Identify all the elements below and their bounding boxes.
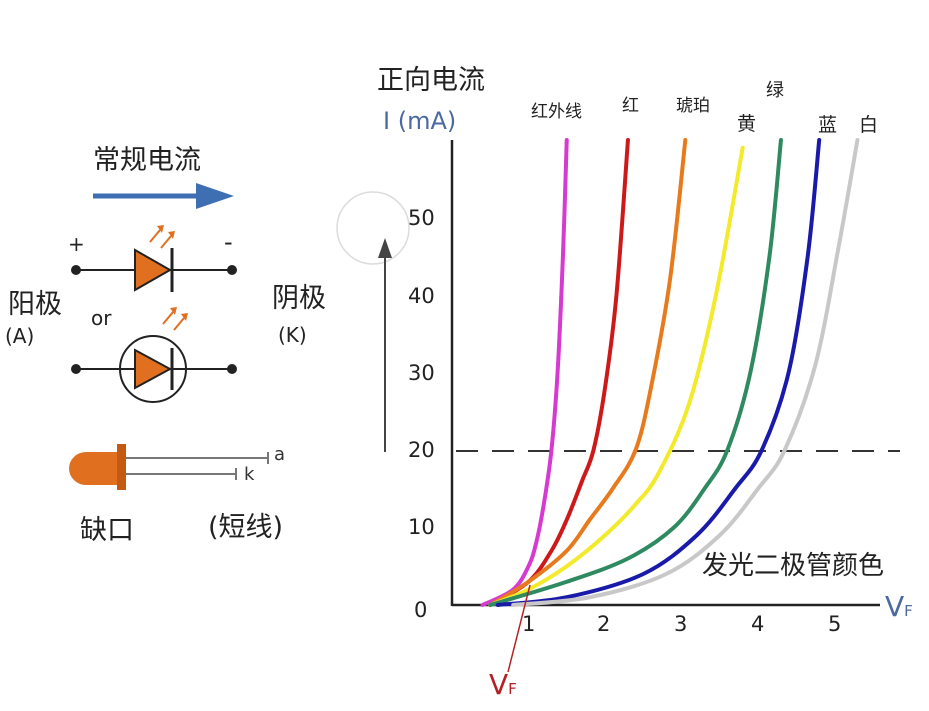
cathode-label: 阴极: [272, 283, 326, 314]
y-axis-unit: I (mA): [383, 107, 457, 135]
anode-label: 阳极: [8, 289, 62, 320]
y-tick-label: 20: [408, 438, 435, 462]
lead-a-label: a: [274, 444, 286, 465]
vf-label-sub: F: [508, 680, 517, 698]
series-label-amber: 琥珀: [676, 96, 710, 116]
series-label-green: 绿: [766, 80, 784, 101]
led-symbol-circled-icon: [71, 307, 237, 403]
vf-indicator-line: [507, 584, 531, 673]
notch-label: 缺口: [80, 515, 134, 546]
circle-decoration: [336, 191, 410, 265]
y-tick-label: 40: [408, 284, 435, 308]
plus-sign: +: [68, 232, 85, 256]
short-lead-label: (短线): [208, 512, 284, 543]
series-line-1: [488, 138, 630, 607]
series-line-2: [488, 138, 688, 607]
lead-k-label: k: [244, 464, 255, 485]
x-tick-label: 1: [522, 612, 536, 636]
series-label-infrared: 红外线: [531, 102, 582, 122]
y-tick-label: 50: [408, 206, 435, 230]
y-tick-label: 30: [408, 361, 435, 385]
series-label-blue: 蓝: [818, 114, 838, 136]
series-line-3: [488, 145, 745, 607]
x-axis-label-main: V: [885, 590, 905, 623]
minus-sign: -: [224, 228, 233, 256]
or-label: or: [91, 306, 112, 330]
y-direction-arrow-icon: [378, 238, 392, 452]
x-tick-label: 4: [751, 612, 765, 636]
x-tick-label: 2: [597, 612, 611, 636]
series-line-4: [488, 138, 783, 607]
anode-sub-label: (A): [5, 324, 35, 348]
series-label-red: 红: [622, 96, 639, 116]
series-line-6: [511, 138, 860, 607]
x-tick-label: 5: [828, 612, 842, 636]
current-title: 常规电流: [93, 145, 201, 176]
y-tick-label: 10: [408, 515, 435, 539]
series-layer: [480, 138, 860, 607]
x-axis-label-sub: F: [904, 602, 913, 620]
cathode-sub-label: (K): [278, 323, 307, 347]
led-component-icon: [69, 444, 269, 490]
y-axis-title: 正向电流: [377, 65, 485, 96]
current-arrow-icon: [93, 183, 234, 209]
series-line-5: [495, 138, 822, 607]
vf-label: VF: [489, 668, 517, 701]
series-label-yellow: 黄: [737, 113, 757, 135]
series-line-0: [480, 138, 569, 607]
x-tick-label: 3: [674, 612, 688, 636]
series-label-white: 白: [859, 114, 879, 136]
led-symbol-plain-icon: [71, 225, 237, 292]
legend-title: 发光二极管颜色: [702, 551, 885, 581]
x-axis-label: VF: [885, 590, 913, 623]
origin-label: 0: [414, 598, 428, 622]
vf-label-main: V: [489, 668, 509, 701]
